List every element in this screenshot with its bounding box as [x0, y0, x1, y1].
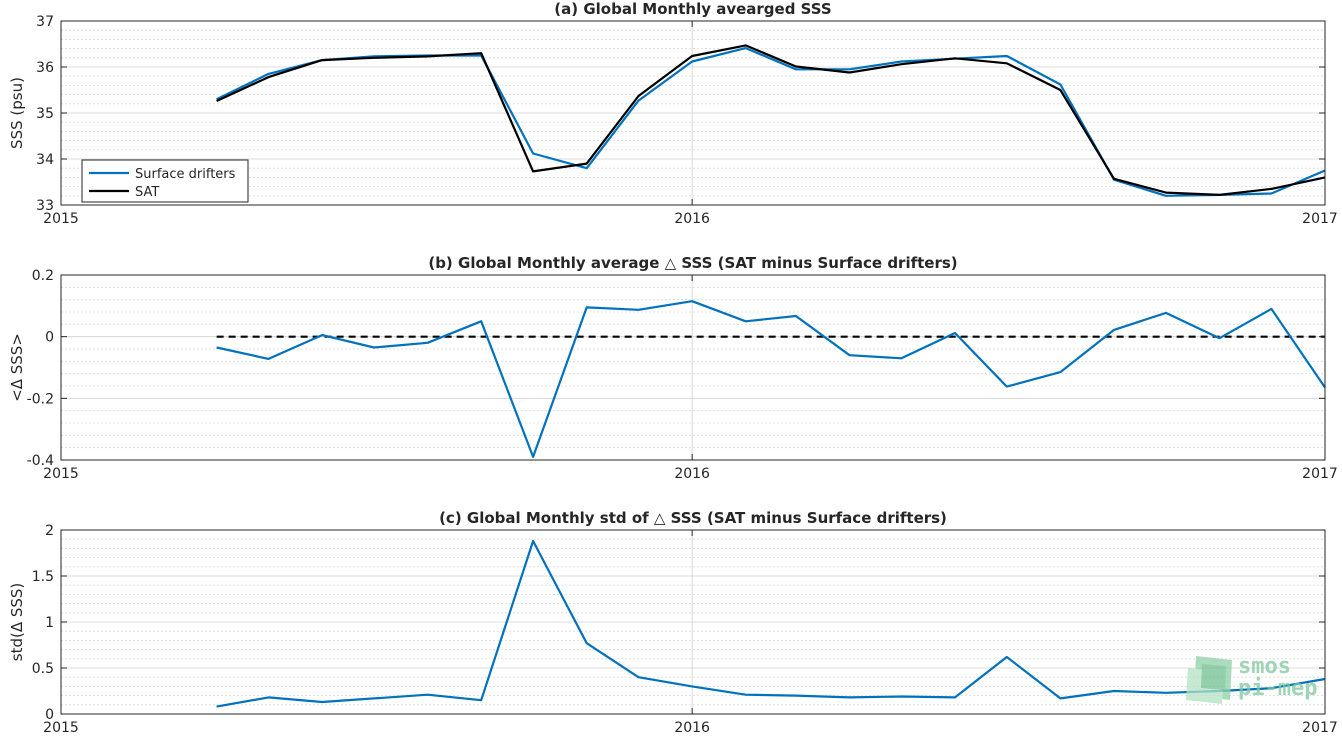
chart-title: (c) Global Monthly std of △ SSS (SAT min…: [439, 509, 947, 527]
y-tick-label: 2: [45, 523, 54, 539]
logo-line1: smos: [1238, 654, 1291, 679]
y-tick-label: 0.5: [32, 661, 54, 677]
y-tick-label: 0.2: [32, 268, 54, 284]
y-axis-label: std(Δ SSS): [8, 583, 26, 662]
chart-title: (a) Global Monthly avearged SSS: [554, 0, 831, 18]
y-tick-label: -0.4: [27, 453, 54, 469]
y-tick-label: 1: [45, 615, 54, 631]
x-tick-label: 2015: [43, 466, 79, 482]
x-tick-label: 2015: [43, 720, 79, 736]
y-tick-label: 35: [36, 106, 54, 122]
y-axis-label: SSS (psu): [8, 77, 26, 149]
y-tick-label: 34: [36, 152, 54, 168]
x-tick-label: 2015: [43, 211, 79, 227]
x-tick-label: 2016: [674, 466, 710, 482]
series-line-sat: [216, 44, 1326, 196]
y-tick-label: 36: [36, 60, 54, 76]
x-tick-label: 2016: [674, 211, 710, 227]
legend-label: Surface drifters: [135, 167, 236, 182]
y-tick-label: -0.2: [27, 391, 54, 407]
panel-2: 0 0.5 1 1.5 2 2015 2016 2017 (c) Global Monthly …: [8, 509, 1338, 736]
chart-title: (b) Global Monthly average △ SSS (SAT mi…: [428, 254, 957, 272]
series-line-surface-drifters: [216, 46, 1326, 197]
legend-box: [81, 159, 249, 203]
y-tick-label: 1.5: [32, 569, 54, 585]
legend-label: SAT: [135, 185, 159, 200]
y-tick-label: 33: [36, 198, 54, 214]
y-axis-label: <Δ SSS>: [8, 333, 26, 402]
y-tick-label: 37: [36, 14, 54, 30]
x-tick-label: 2017: [1302, 720, 1338, 736]
x-tick-label: 2017: [1302, 466, 1338, 482]
logo-mark-icon: [1201, 664, 1226, 690]
panel-1: -0.4 -0.2 0 0.2 2015 2016 2017 (b) Global Month…: [8, 254, 1338, 482]
panel-0: 33 34 35 36 37 2015 2016 2017 (a) Global Monthly…: [8, 0, 1338, 227]
y-tick-label: 0: [45, 330, 54, 346]
series-line-0: [216, 539, 1326, 708]
smos-pimep-logo: smos pi-mep: [1186, 654, 1317, 704]
series-line-0: [216, 300, 1326, 458]
x-tick-label: 2016: [674, 720, 710, 736]
plot-area: [61, 275, 1325, 460]
y-tick-label: 0: [45, 707, 54, 723]
legend: Surface drifters SAT: [81, 159, 249, 203]
axes-box: [60, 274, 1326, 461]
x-tick-label: 2017: [1302, 211, 1338, 227]
logo-line2: pi-mep: [1238, 676, 1317, 701]
